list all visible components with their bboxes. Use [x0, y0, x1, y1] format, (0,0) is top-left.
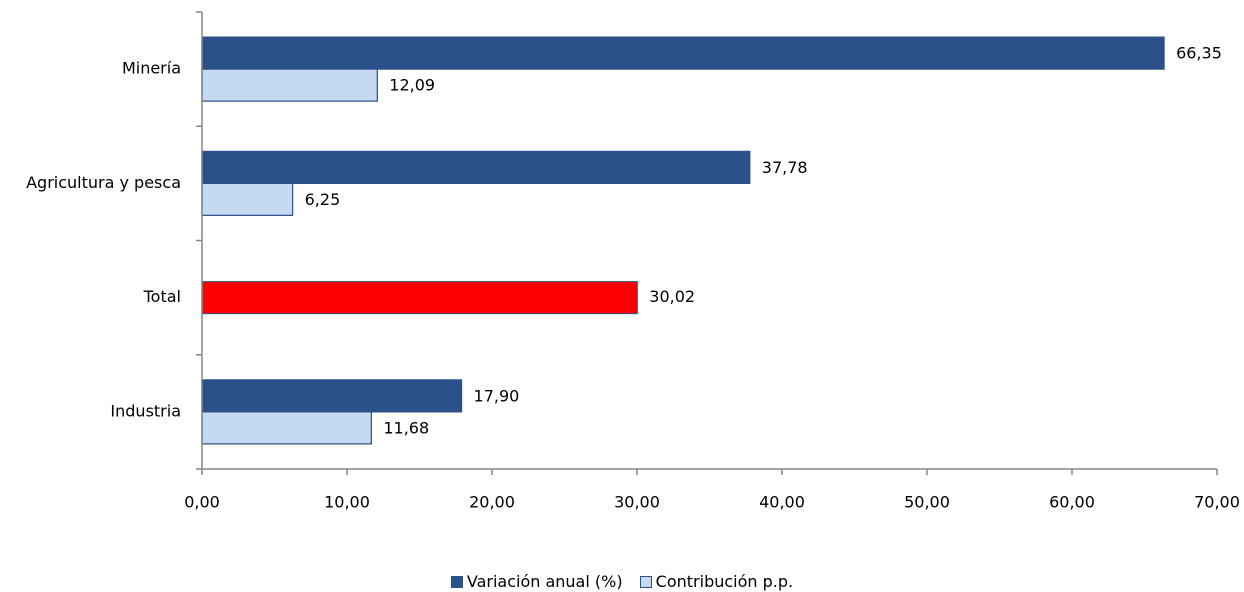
x-tick-label-4: 40,00 — [759, 493, 805, 512]
x-tick-label-1: 10,00 — [324, 493, 370, 512]
x-tick-label-7: 70,00 — [1194, 493, 1240, 512]
bar-agricultura-y-pesca-series-0 — [201, 150, 751, 184]
legend-label-contribucion: Contribución p.p. — [655, 572, 794, 591]
x-tick-label-5: 50,00 — [904, 493, 950, 512]
legend-item-contribucion: Contribución p.p. — [639, 572, 794, 591]
category-label-total: Total — [143, 287, 181, 306]
x-tick-label-3: 30,00 — [614, 493, 660, 512]
bar-total — [201, 281, 638, 315]
category-label-agricultura-y-pesca: Agricultura y pesca — [26, 173, 181, 192]
x-tick-label-0: 0,00 — [184, 493, 220, 512]
x-tick-label-2: 20,00 — [469, 493, 515, 512]
bar-mineria-series-0 — [201, 36, 1165, 70]
bar-industria-series-1 — [201, 411, 372, 445]
x-tick-label-6: 60,00 — [1049, 493, 1095, 512]
data-label-mineria-series-0: 66,35 — [1176, 44, 1222, 63]
category-label-industria: Industria — [110, 401, 181, 420]
bar-industria-series-0 — [201, 379, 463, 413]
data-label-agricultura-y-pesca-series-1: 6,25 — [305, 190, 341, 209]
data-label-industria-series-0: 17,90 — [474, 386, 520, 405]
legend: Variación anual (%) Contribución p.p. — [0, 572, 1244, 592]
data-label-mineria-series-1: 12,09 — [389, 76, 435, 95]
legend-item-variacion: Variación anual (%) — [450, 572, 623, 591]
data-label-total: 30,02 — [649, 287, 695, 306]
data-label-agricultura-y-pesca-series-0: 37,78 — [762, 158, 808, 177]
bar-agricultura-y-pesca-series-1 — [201, 182, 294, 216]
data-label-industria-series-1: 11,68 — [383, 418, 429, 437]
legend-label-variacion: Variación anual (%) — [466, 572, 623, 591]
legend-swatch-contribucion — [639, 575, 652, 588]
category-label-mineria: Minería — [122, 59, 181, 78]
bar-chart: Minería 66,35 12,09 Agricultura y pesca 37,7… — [26, 11, 1240, 512]
bar-mineria-series-1 — [201, 68, 378, 102]
legend-swatch-variacion — [450, 575, 463, 588]
